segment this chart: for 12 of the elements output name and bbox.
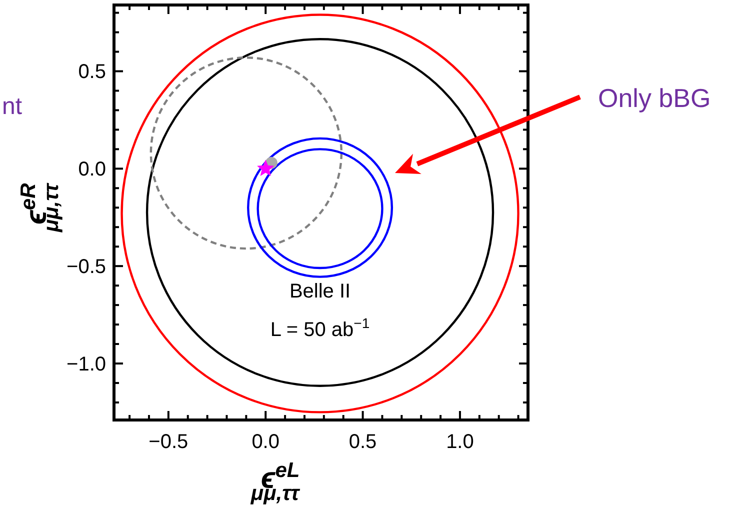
annotation: Belle II (289, 280, 351, 302)
annotation: L = 50 ab$^{−1}$ (270, 315, 370, 342)
text: nt (2, 93, 22, 120)
x-tick-label: 0.5 (348, 431, 377, 453)
x-tick-label: 1.0 (446, 431, 474, 453)
y-tick-label: −0.5 (66, 256, 106, 278)
x-tick-label: 0.0 (252, 431, 280, 453)
y-tick-label: 0.0 (78, 158, 106, 181)
y-tick-label: −1.0 (66, 354, 106, 376)
text: Only bBG (598, 83, 711, 113)
y-tick-label: 0.5 (78, 61, 106, 84)
x-tick-label: −0.5 (148, 431, 188, 453)
